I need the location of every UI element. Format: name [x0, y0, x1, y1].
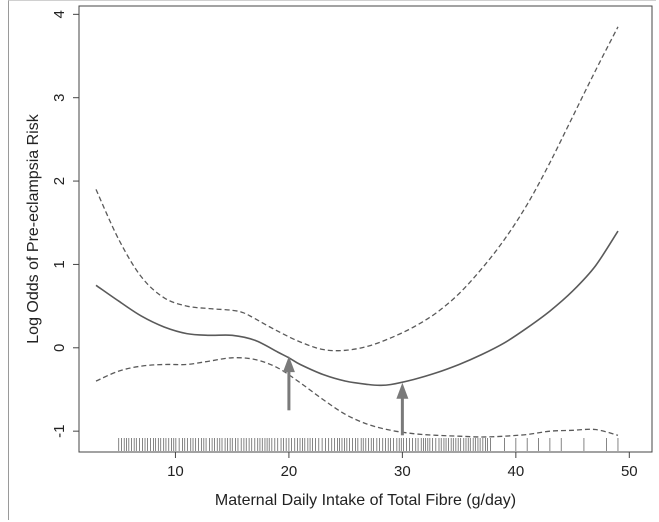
arrow-head — [282, 356, 295, 373]
estimate-curve — [95, 230, 619, 387]
y-tick-label: -1 — [51, 424, 68, 437]
plot-area — [78, 5, 653, 453]
arrow-head — [396, 382, 409, 399]
x-tick-label: 50 — [621, 463, 638, 480]
y-tick-label: 4 — [51, 10, 68, 18]
series-layer — [95, 26, 619, 438]
annotation-arrow — [282, 356, 295, 411]
y-tick-label: 3 — [51, 94, 68, 102]
x-axis-title: Maternal Daily Intake of Total Fibre (g/… — [215, 492, 516, 509]
x-tick-label: 10 — [167, 463, 184, 480]
page-frame — [8, 0, 656, 520]
lower-confidence-curve — [95, 357, 619, 438]
x-tick-label: 40 — [507, 463, 524, 480]
axis-layer: 10 20 30 40 50 -1 0 1 2 3 4 — [51, 10, 638, 480]
y-tick-label: 0 — [51, 344, 68, 352]
upper-confidence-curve — [95, 26, 619, 352]
x-tick-label: 30 — [394, 463, 411, 480]
x-tick-label: 20 — [281, 463, 298, 480]
annotation-layer — [282, 356, 409, 436]
y-tick-label: 1 — [51, 260, 68, 268]
rug-layer — [118, 438, 619, 451]
y-tick-label: 2 — [51, 177, 68, 185]
annotation-arrow — [396, 382, 409, 436]
y-axis-title: Log Odds of Pre-eclampsia Risk — [25, 113, 42, 343]
